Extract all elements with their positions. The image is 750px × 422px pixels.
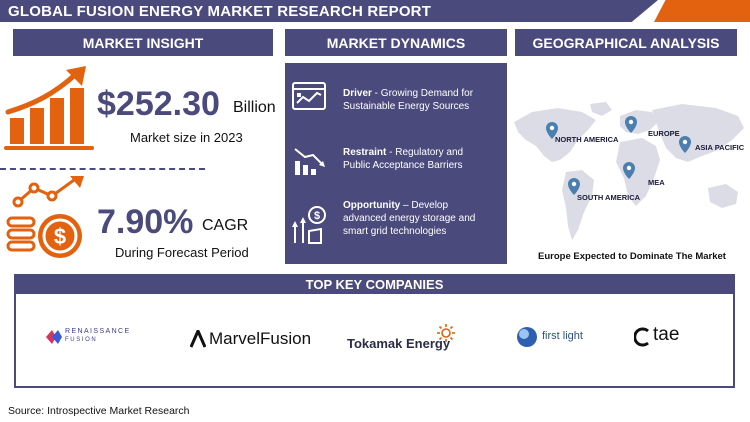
opportunity-label: Opportunity xyxy=(343,200,401,211)
cagr-value: 7.90% xyxy=(97,203,194,241)
north-america-pin-icon xyxy=(546,122,558,139)
page-title: GLOBAL FUSION ENERGY MARKET RESEARCH REP… xyxy=(8,3,432,20)
tae-name: tae xyxy=(653,324,680,345)
tae-mark-icon xyxy=(634,327,649,347)
asia-pacific-pin-icon xyxy=(679,136,691,153)
growth-chart-icon xyxy=(4,66,94,150)
title-bar: GLOBAL FUSION ENERGY MARKET RESEARCH REP… xyxy=(0,0,658,22)
opportunity-sep: – xyxy=(400,200,412,211)
tokamak-sun-icon xyxy=(437,324,455,342)
world-map xyxy=(514,102,744,240)
south-america-pin-icon xyxy=(568,178,580,195)
companies-box: TOP KEY COMPANIES RENAISSANCE FUSION Mar… xyxy=(14,274,735,388)
region-north-america: NORTH AMERICA xyxy=(555,135,619,144)
mea-pin-icon xyxy=(623,162,635,179)
driver-text: Growing Demand for Sustainable Energy So… xyxy=(343,88,474,112)
dashboard-icon xyxy=(292,82,326,110)
first-light-name: first light xyxy=(542,330,583,342)
restraint-sep: - xyxy=(386,147,396,158)
title-accent xyxy=(654,0,750,22)
driver-sep: - xyxy=(371,88,381,99)
market-size-value: $252.30 xyxy=(97,85,220,123)
greenland-shape xyxy=(590,102,612,116)
first-light-orb-icon xyxy=(517,327,537,347)
region-south-america: SOUTH AMERICA xyxy=(577,193,641,202)
australia-shape xyxy=(708,184,738,208)
companies-header: TOP KEY COMPANIES xyxy=(16,276,733,294)
marvel-mark-icon xyxy=(190,330,206,348)
source-note: Source: Introspective Market Research xyxy=(8,405,190,417)
renaissance-mark-icon xyxy=(46,330,62,344)
driver-label: Driver xyxy=(343,88,372,99)
opportunity-text: Develop advanced energy storage and smar… xyxy=(343,200,476,237)
region-mea: MEA xyxy=(648,178,665,187)
decline-chart-icon xyxy=(294,148,325,175)
restraint-text: Regulatory and Public Acceptance Barrier… xyxy=(343,147,464,171)
africa-shape xyxy=(616,138,660,206)
svg-text:$: $ xyxy=(54,224,66,249)
renaissance-line1: RENAISSANCE xyxy=(65,328,131,335)
region-europe: EUROPE xyxy=(648,129,680,138)
marvel-fusion-name: MarvelFusion xyxy=(209,329,312,348)
market-size-unit: Billion xyxy=(233,99,276,116)
coin-growth-icon: $ xyxy=(6,176,84,258)
market-dynamics-panel: Driver - Growing Demand for Sustainable … xyxy=(285,63,507,264)
svg-text:$: $ xyxy=(314,210,320,222)
opportunity-icon: $ xyxy=(292,206,326,244)
geo-caption: Europe Expected to Dominate The Market xyxy=(538,251,726,262)
cagr-unit: CAGR xyxy=(202,217,249,234)
tokamak-energy-name: Tokamak Energy xyxy=(347,336,451,351)
market-insight-header: MARKET INSIGHT xyxy=(13,29,273,56)
asia-shape xyxy=(652,104,744,162)
geographical-analysis-header: GEOGRAPHICAL ANALYSIS xyxy=(515,29,737,56)
divider xyxy=(0,168,205,170)
restraint-item: Restraint - Regulatory and Public Accept… xyxy=(343,146,493,172)
opportunity-item: Opportunity – Develop advanced energy st… xyxy=(343,199,493,238)
renaissance-line2: FUSION xyxy=(65,337,98,343)
cagr-caption: During Forecast Period xyxy=(115,245,249,260)
restraint-label: Restraint xyxy=(343,147,387,158)
market-dynamics-header: MARKET DYNAMICS xyxy=(285,29,507,56)
market-size-caption: Market size in 2023 xyxy=(130,130,243,145)
region-asia-pacific: ASIA PACIFIC xyxy=(695,143,745,152)
driver-item: Driver - Growing Demand for Sustainable … xyxy=(343,87,493,113)
europe-pin-icon xyxy=(625,116,637,133)
